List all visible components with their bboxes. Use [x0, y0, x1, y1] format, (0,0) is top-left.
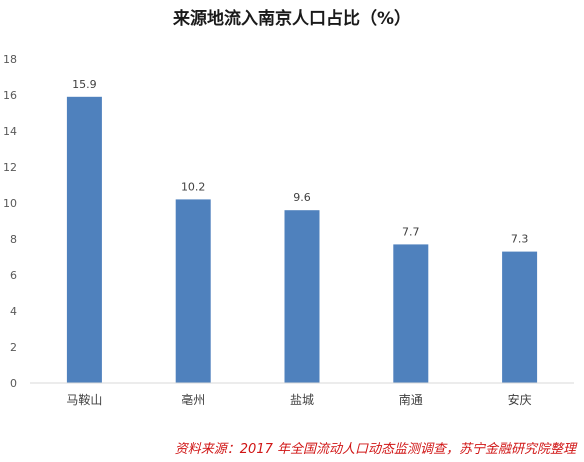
x-tick-label: 南通 — [399, 392, 423, 407]
y-tick-label: 12 — [3, 161, 17, 174]
source-note: 资料来源：2017 年全国流动人口动态监测调查，苏宁金融研究院整理 — [174, 442, 576, 457]
y-tick-label: 4 — [10, 305, 17, 318]
x-tick-label: 安庆 — [508, 392, 532, 407]
bar — [66, 96, 102, 384]
bar — [175, 199, 211, 383]
bar-data-label: 7.7 — [402, 225, 420, 238]
bar — [393, 244, 429, 383]
bar-data-labels: 15.9 10.2 9.6 7.7 7.3 — [72, 78, 528, 246]
x-tick-label: 亳州 — [181, 392, 205, 407]
y-tick-label: 18 — [3, 53, 17, 66]
y-tick-label: 6 — [10, 269, 17, 282]
bar-data-label: 15.9 — [72, 78, 97, 91]
bar-data-label: 9.6 — [293, 191, 311, 204]
bar-data-label: 7.3 — [511, 233, 529, 246]
x-tick-label: 盐城 — [290, 393, 314, 407]
y-tick-label: 16 — [3, 89, 17, 102]
y-tick-label: 2 — [10, 341, 17, 354]
y-tick-label: 0 — [10, 377, 17, 390]
bar-data-label: 10.2 — [181, 180, 206, 193]
bar — [284, 210, 320, 383]
y-axis-tick-labels: 0 2 4 6 8 10 12 14 16 18 — [3, 53, 17, 390]
chart-title: 来源地流入南京人口占比（%） — [172, 9, 412, 29]
y-tick-label: 10 — [3, 197, 17, 210]
bar — [502, 251, 538, 383]
y-tick-label: 14 — [3, 125, 17, 138]
x-axis-tick-labels: 马鞍山 亳州 盐城 南通 安庆 — [66, 392, 531, 407]
y-tick-label: 8 — [10, 233, 17, 246]
x-tick-label: 马鞍山 — [66, 392, 102, 407]
bars — [66, 96, 538, 384]
